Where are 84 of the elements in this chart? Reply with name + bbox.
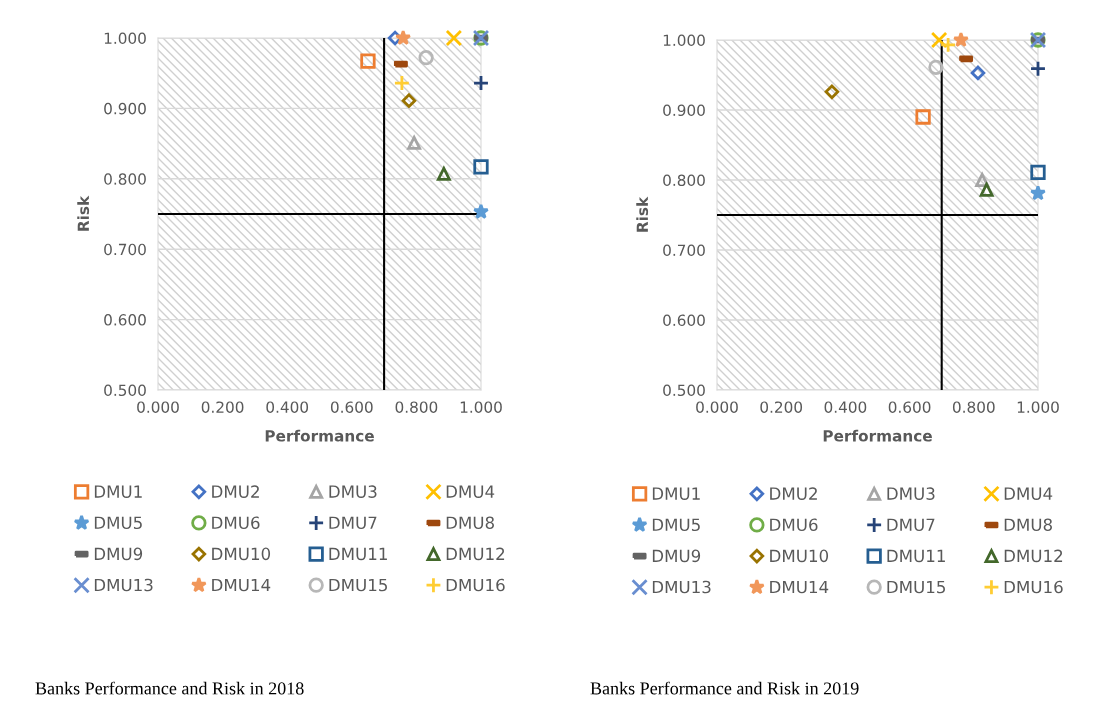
legend-label: DMU16 — [1004, 580, 1063, 594]
y-axis-title: Risk — [636, 196, 649, 232]
y-tick-label: 0.500 — [663, 384, 705, 397]
point — [393, 74, 411, 92]
x-tick-label: 0.600 — [330, 401, 373, 413]
legend-label: DMU9 — [652, 549, 701, 563]
y-tick-label: 1.000 — [663, 34, 705, 47]
point — [473, 203, 489, 219]
legend-label: DMU8 — [1004, 518, 1052, 532]
legend-label: DMU12 — [446, 547, 505, 561]
legend-label: DMU16 — [446, 578, 505, 592]
x-axis-title: Performance — [823, 429, 932, 442]
x-tick-label: 0.200 — [201, 401, 244, 413]
legend-label: DMU12 — [1004, 549, 1063, 563]
point — [401, 93, 417, 108]
legend-label: DMU2 — [212, 485, 259, 498]
point — [473, 159, 489, 175]
point — [445, 29, 463, 47]
point — [472, 74, 490, 92]
legend-label: DMU4 — [446, 485, 495, 498]
legend-label: DMU14 — [212, 578, 271, 592]
legend-label: DMU6 — [212, 516, 260, 530]
x-tick-label: 0.200 — [760, 401, 803, 413]
y-axis-title: Risk — [77, 195, 90, 231]
point — [930, 31, 948, 49]
x-tick-label: 0.800 — [952, 401, 995, 413]
legend-label: DMU8 — [446, 516, 494, 530]
x-tick-label: 0.600 — [888, 401, 931, 413]
legend-label: DMU5 — [94, 516, 142, 530]
x-tick-label: 1.000 — [1017, 401, 1059, 413]
y-tick-label: 0.900 — [663, 104, 705, 117]
point — [952, 31, 969, 48]
legend-label: DMU13 — [94, 578, 153, 592]
legend-label: DMU2 — [770, 487, 817, 500]
point — [1030, 164, 1046, 180]
x-tick-label: 0.400 — [266, 401, 309, 413]
point — [915, 109, 931, 125]
legend-label: DMU15 — [887, 580, 945, 594]
text: Banks Performance and Risk in 2018 — [35, 681, 304, 695]
legend-label: DMU9 — [94, 547, 143, 561]
point — [395, 29, 412, 46]
legend-label: DMU13 — [652, 580, 711, 594]
point — [939, 36, 957, 54]
y-tick-label: 0.800 — [663, 174, 705, 187]
point — [418, 50, 434, 66]
y-tick-label: 0.700 — [663, 244, 705, 257]
y-tick-label: 0.700 — [104, 243, 146, 256]
x-tick-label: 0.000 — [696, 401, 738, 413]
point — [436, 166, 451, 181]
legend-label: DMU3 — [329, 485, 377, 498]
point — [360, 53, 376, 69]
legend-label: DMU4 — [1004, 487, 1053, 500]
legend-label: DMU11 — [887, 549, 945, 563]
x-tick-label: 0.000 — [137, 401, 179, 413]
x-tick-label: 1.000 — [460, 401, 502, 413]
point — [979, 182, 994, 197]
y-tick-label: 0.900 — [104, 102, 146, 115]
x-tick-label: 0.800 — [395, 401, 438, 413]
point — [970, 65, 986, 81]
point — [1030, 184, 1046, 201]
y-tick-label: 0.600 — [663, 314, 705, 327]
point — [824, 84, 840, 100]
text: Banks Performance and Risk in 2019 — [590, 681, 859, 695]
legend-label: DMU10 — [212, 547, 271, 561]
legend-label: DMU7 — [329, 516, 377, 530]
y-tick-label: 0.500 — [104, 384, 146, 397]
legend-label: DMU15 — [329, 578, 387, 592]
point — [928, 59, 944, 75]
legend-label: DMU1 — [652, 487, 700, 500]
legend-label: DMU7 — [887, 518, 935, 532]
x-axis-title: Performance — [265, 429, 374, 442]
legend-label: DMU3 — [887, 487, 935, 500]
legend-label: DMU6 — [770, 518, 818, 532]
y-tick-label: 0.600 — [104, 314, 146, 326]
legend-label: DMU14 — [770, 580, 829, 594]
legend-label: DMU11 — [329, 547, 387, 561]
legend-label: DMU10 — [770, 549, 829, 563]
y-tick-label: 0.800 — [104, 173, 146, 185]
legend-label: DMU5 — [652, 518, 700, 532]
y-tick-label: 1.000 — [104, 32, 146, 45]
point — [407, 135, 422, 150]
legend-label: DMU1 — [94, 485, 142, 498]
point — [1029, 60, 1047, 78]
x-tick-label: 0.400 — [824, 401, 867, 413]
